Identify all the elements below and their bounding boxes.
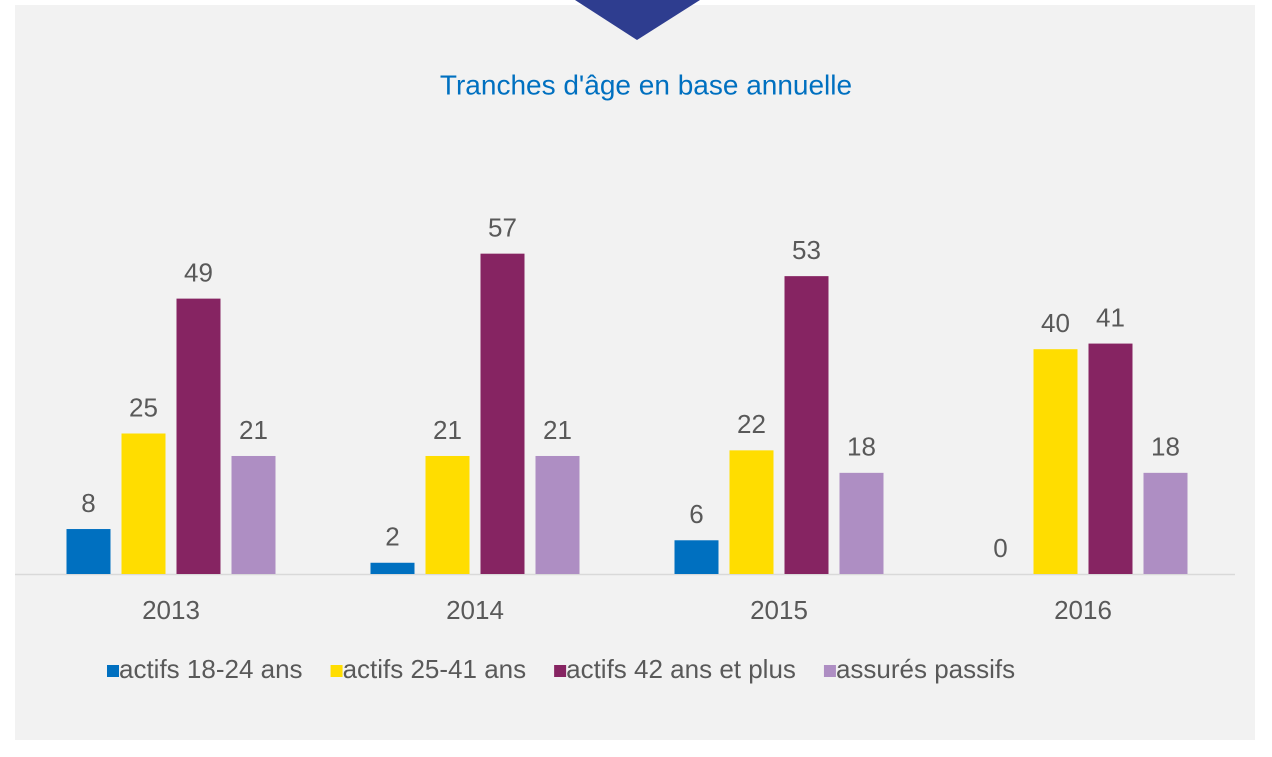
data-label: 25 xyxy=(129,392,158,422)
legend-swatch xyxy=(823,665,836,677)
data-label: 21 xyxy=(239,415,268,445)
bar xyxy=(729,450,774,574)
data-label: 21 xyxy=(543,415,572,445)
legend-swatch xyxy=(107,665,119,677)
data-label: 18 xyxy=(1151,432,1180,462)
legend-label: assurés passifs xyxy=(836,654,1015,684)
data-label: 57 xyxy=(488,213,517,243)
legend-label: actifs 25-41 ans xyxy=(343,654,527,684)
data-label: 22 xyxy=(737,409,766,439)
bar xyxy=(176,298,221,574)
x-tick-label: 2013 xyxy=(142,595,200,625)
bar xyxy=(1088,343,1133,574)
bar xyxy=(1143,472,1188,574)
data-label: 0 xyxy=(993,533,1007,563)
bar xyxy=(480,253,525,574)
data-label: 8 xyxy=(81,488,95,518)
data-label: 2 xyxy=(385,522,399,552)
bar xyxy=(839,472,884,574)
data-label: 49 xyxy=(184,257,213,287)
legend-label: actifs 18-24 ans xyxy=(119,654,303,684)
data-label: 53 xyxy=(792,235,821,265)
legend-swatch xyxy=(554,665,567,677)
data-label: 40 xyxy=(1041,308,1070,338)
x-tick-label: 2015 xyxy=(750,595,808,625)
legend-swatch xyxy=(330,665,343,677)
bar xyxy=(784,276,829,574)
data-label: 41 xyxy=(1096,302,1125,332)
bar xyxy=(1033,349,1078,574)
legend-label: actifs 42 ans et plus xyxy=(566,654,796,684)
bar xyxy=(370,562,415,574)
chart-title: Tranches d'âge en base annuelle xyxy=(440,69,852,100)
bar xyxy=(535,455,580,574)
x-tick-label: 2016 xyxy=(1054,595,1112,625)
bar xyxy=(425,455,470,574)
bar xyxy=(674,540,719,574)
bar xyxy=(121,433,166,574)
data-label: 21 xyxy=(433,415,462,445)
pointer xyxy=(575,0,700,40)
x-tick-label: 2014 xyxy=(446,595,504,625)
data-label: 6 xyxy=(689,499,703,529)
bar xyxy=(66,529,111,574)
bar xyxy=(231,455,276,574)
data-label: 18 xyxy=(847,432,876,462)
